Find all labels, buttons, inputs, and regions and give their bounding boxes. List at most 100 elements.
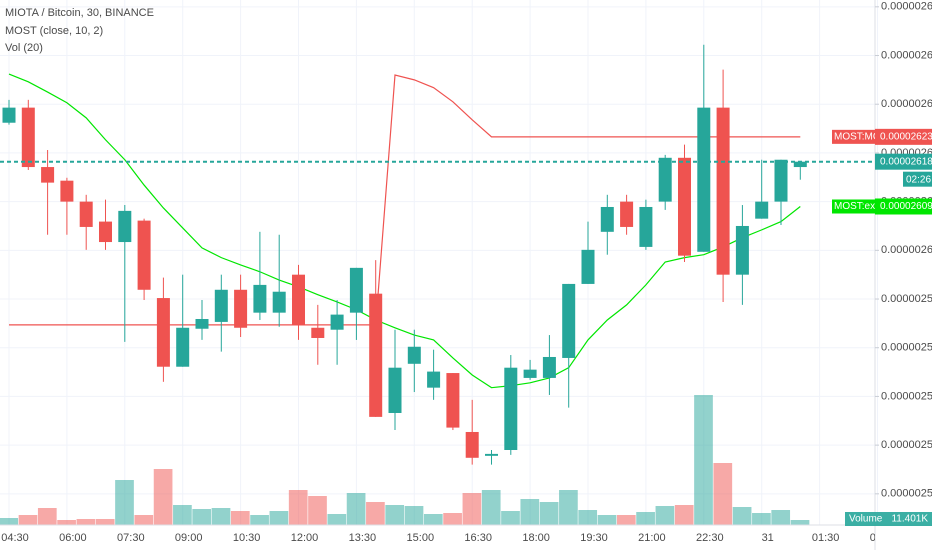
candle-body [407, 346, 421, 364]
volume-pane [0, 395, 810, 525]
time-axis: 04:30 06:00 07:30 09:00 10:30 12:00 13:30 15:00… [1, 532, 875, 544]
candle-body [99, 221, 112, 243]
candle-body [600, 206, 614, 232]
candle-body [137, 220, 151, 290]
volume-bar [269, 511, 289, 525]
candle-body [21, 107, 35, 168]
volume-bar [95, 519, 115, 525]
candle-body [253, 284, 267, 313]
candle-body [465, 431, 479, 458]
indicator-price: 0.00002609 [880, 201, 932, 212]
candle-body [523, 369, 537, 378]
volume-bar [404, 506, 424, 525]
volume-bar [481, 490, 501, 525]
x-tick-label: 31 [762, 532, 774, 544]
y-tick-label: 0.00000255 [881, 488, 932, 500]
x-tick-label: 15:00 [407, 532, 435, 544]
volume-bar [288, 490, 308, 525]
volume-bar [520, 499, 540, 525]
x-tick-label: 18:00 [522, 532, 550, 544]
volume-bar [76, 519, 96, 525]
y-tick-label: 0.00000263 [881, 98, 932, 110]
indicator-price-tag [875, 128, 932, 145]
volume-bar [578, 510, 598, 525]
x-tick-label: 16:30 [464, 532, 492, 544]
volume-bar [462, 493, 482, 525]
candle-body [542, 356, 556, 378]
candle-body [639, 206, 653, 247]
x-tick-label: 21:00 [638, 532, 666, 544]
x-tick-label: 06:00 [59, 532, 87, 544]
candle-body [581, 249, 595, 284]
candle-body [156, 298, 170, 367]
indicator-name: MOST:exMov [834, 201, 894, 212]
volume-bar [0, 518, 19, 525]
candle-body [658, 157, 672, 202]
x-tick-label: 19:30 [580, 532, 608, 544]
volume-bar [230, 511, 250, 525]
last-price-label: 0.00002618 [880, 156, 932, 167]
candle-body [118, 210, 132, 243]
volume-bar [636, 512, 655, 525]
volume-bar [115, 480, 134, 525]
indicator-name: MOST:MOST [834, 131, 893, 142]
candle-body [485, 453, 498, 456]
candle-body [446, 373, 460, 428]
candle-body [504, 367, 518, 450]
volume-bar [713, 463, 733, 525]
volume-bar [192, 509, 212, 525]
countdown-label: 02:26 [906, 174, 931, 185]
volume-bar [597, 515, 617, 525]
candle-body [214, 289, 228, 322]
indicator-price: 0.00002623 [880, 131, 932, 142]
volume-bar [694, 395, 713, 525]
volume-bar [539, 502, 559, 525]
y-tick-label: 0.00000264 [881, 49, 932, 61]
y-tick-label: 0.00000259 [881, 293, 932, 305]
volume-bar [559, 490, 578, 525]
volume-bar [57, 520, 76, 525]
x-tick-label: 22:30 [696, 532, 724, 544]
volume-bar [616, 515, 636, 525]
volume-bar [655, 506, 675, 525]
candle-body [369, 293, 383, 417]
volume-bar [18, 515, 38, 525]
legend-item: MOST (close, 10, 2) [5, 25, 103, 37]
candle-body [793, 161, 807, 168]
volume-bar [385, 505, 405, 525]
x-tick-label: 10:30 [233, 532, 261, 544]
candle-body [716, 107, 730, 275]
candle-body [427, 371, 441, 388]
candle-body [678, 157, 691, 256]
volume-bar [37, 508, 57, 525]
indicator-line [8, 73, 801, 389]
volume-bar [153, 469, 173, 525]
volume-value: 11.401K [891, 514, 928, 525]
x-tick-label: 12:00 [291, 532, 319, 544]
y-tick-label: 0.00000258 [881, 342, 932, 354]
price-pane [0, 44, 875, 465]
volume-bar [134, 515, 154, 525]
volume-bar [443, 513, 462, 525]
candle-body [272, 291, 286, 313]
candle-body [330, 314, 344, 330]
volume-bar [346, 493, 366, 525]
volume-bar [327, 514, 347, 525]
candle-body [735, 225, 749, 275]
candle-body [620, 201, 634, 227]
countdown-tag [903, 171, 932, 187]
indicator-name-tag [832, 129, 875, 144]
candle-body [311, 327, 325, 338]
volume-bar [790, 519, 810, 525]
volume-bar [501, 511, 520, 525]
x-tick-label: 07:30 [117, 532, 145, 544]
volume-bar [308, 496, 327, 525]
x-tick-label: 09:00 [175, 532, 203, 544]
volume-bar [211, 508, 231, 525]
candle-body [176, 327, 190, 367]
volume-bar [366, 502, 385, 525]
candle-body [388, 367, 402, 413]
indicator-price-tag [875, 198, 932, 215]
